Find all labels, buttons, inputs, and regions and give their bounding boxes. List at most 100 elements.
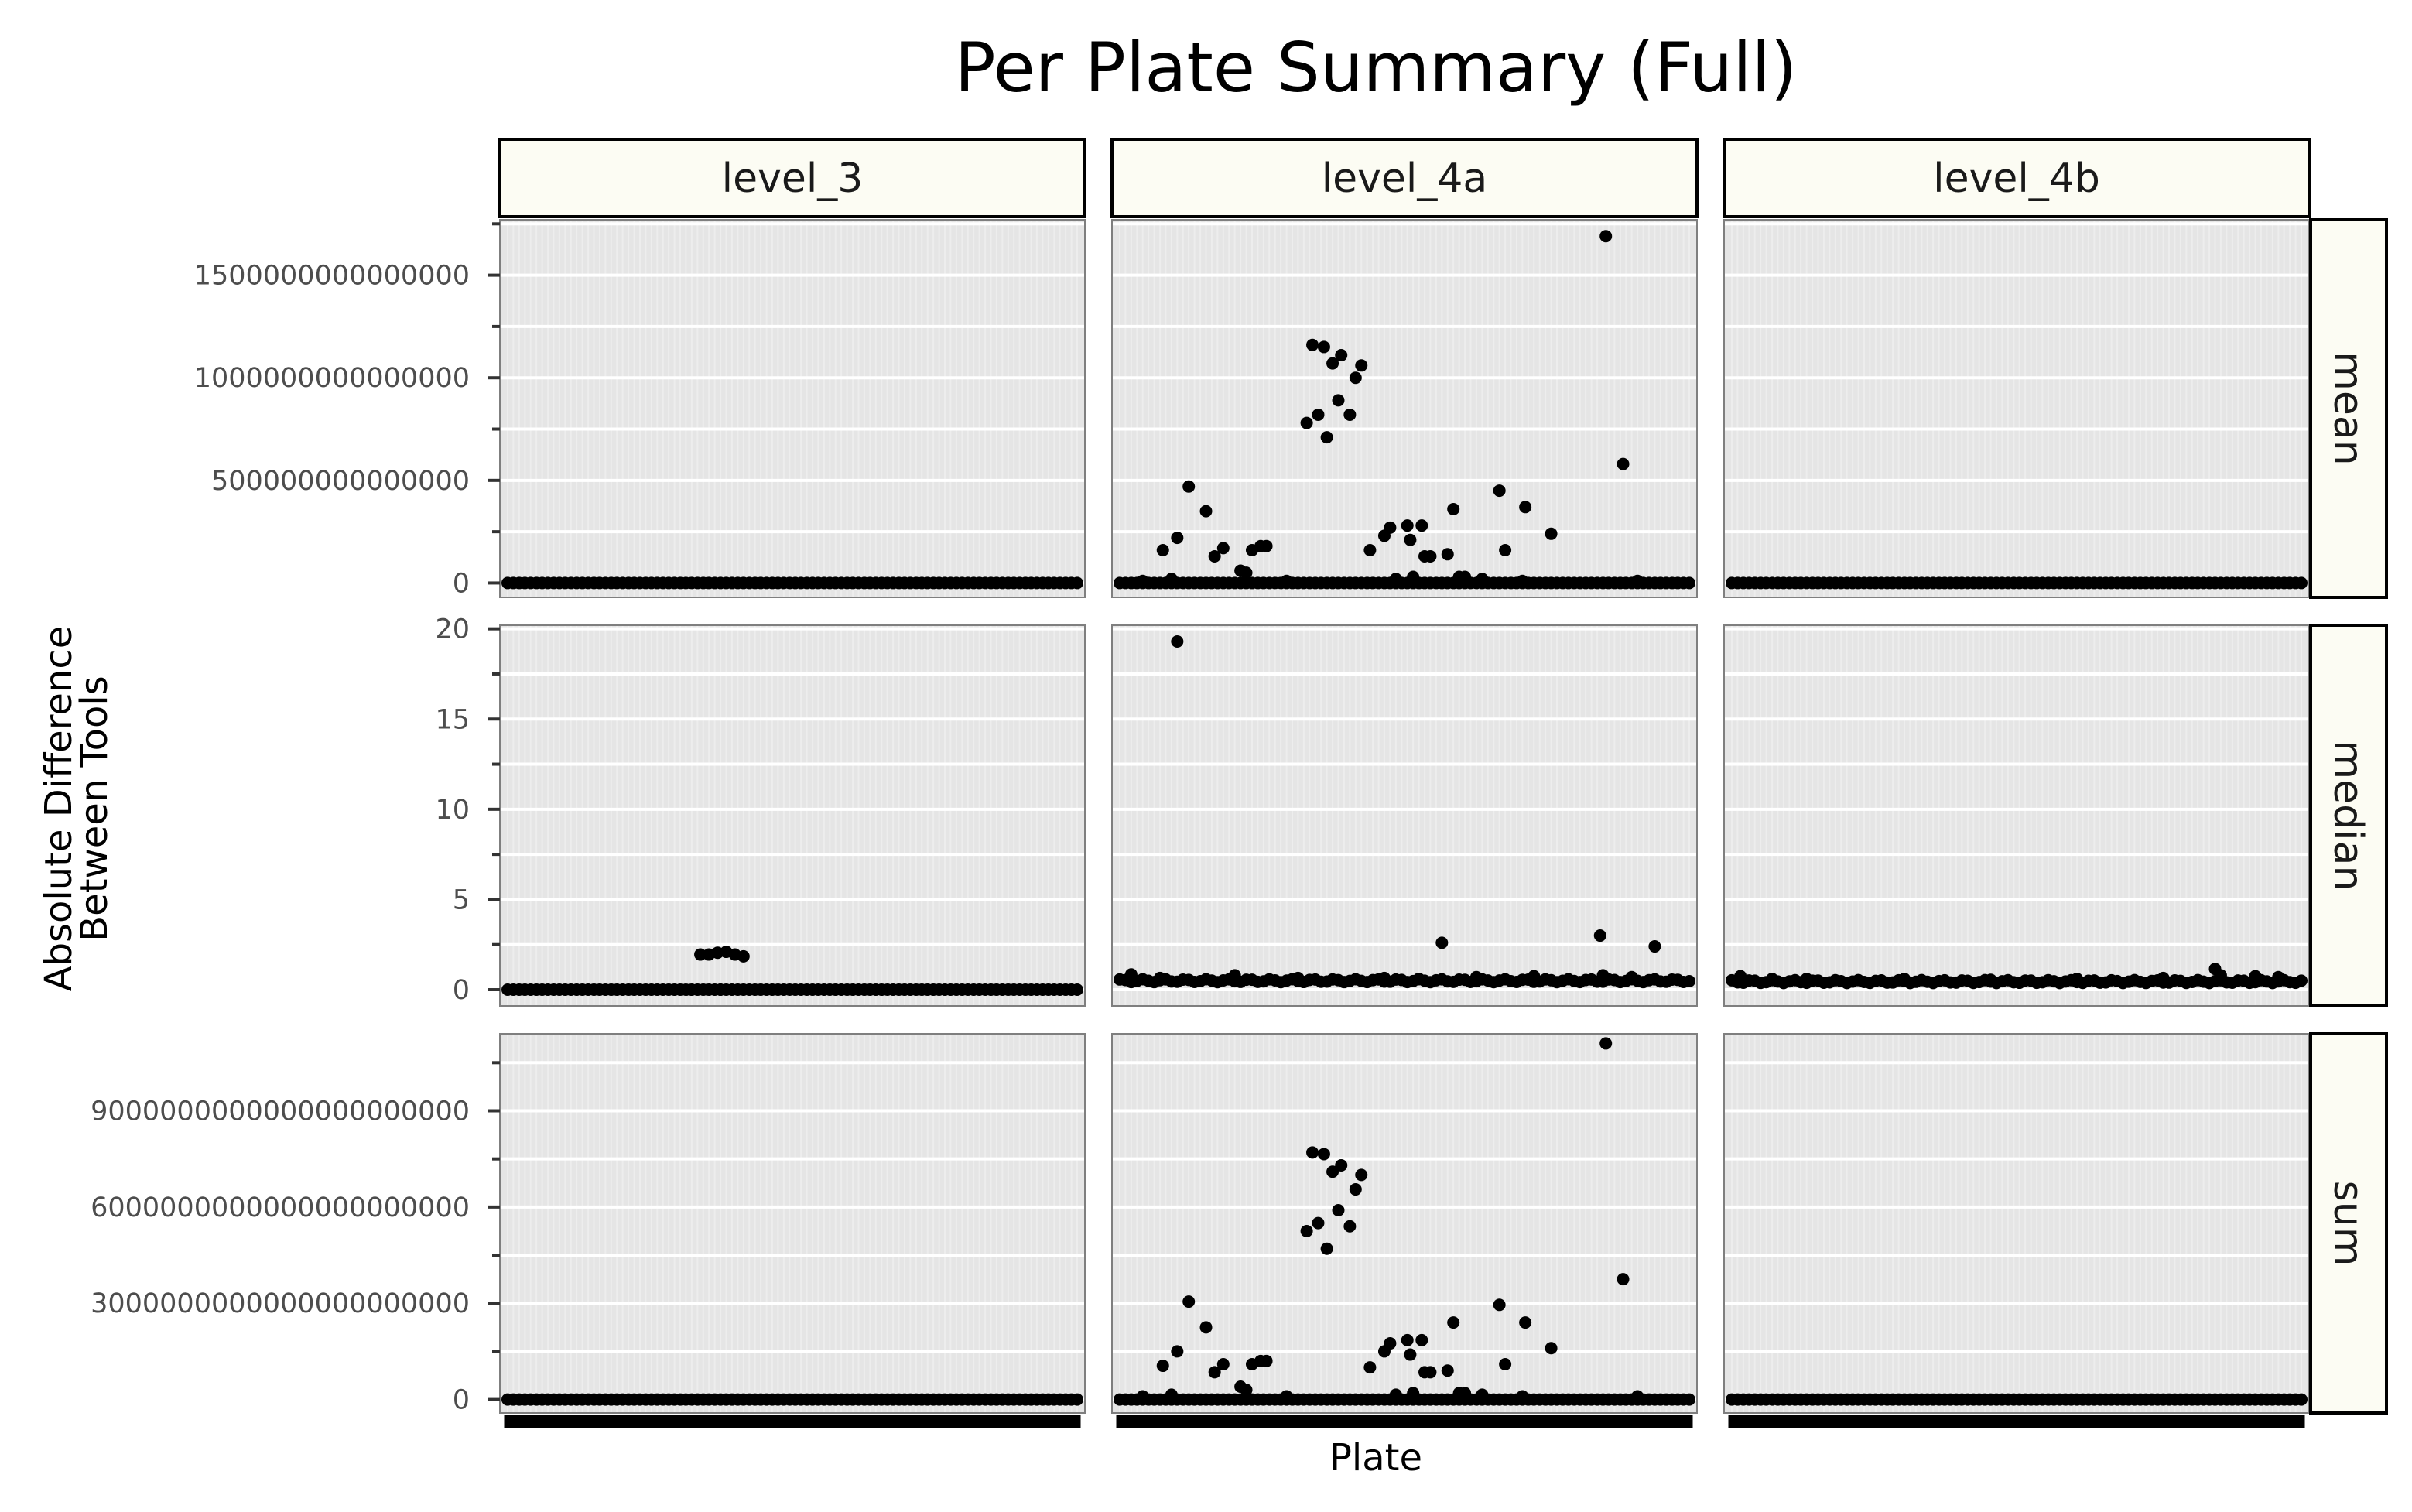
data-point xyxy=(1519,501,1532,514)
panel-background xyxy=(1723,624,2310,1007)
data-point xyxy=(1317,1148,1330,1161)
y-tick-label: 5 xyxy=(453,884,470,915)
data-point xyxy=(1280,1390,1293,1403)
data-point xyxy=(1734,970,1747,983)
panel-level_3-mean xyxy=(499,219,1086,598)
data-point xyxy=(1216,542,1230,555)
data-point xyxy=(2295,576,2308,590)
data-point xyxy=(1280,574,1293,587)
data-point xyxy=(714,983,727,997)
row-strip-median xyxy=(2309,624,2388,1007)
panel-background xyxy=(1111,624,1698,1007)
data-point xyxy=(1154,971,1167,984)
data-point xyxy=(1516,1390,1529,1403)
data-point xyxy=(1240,566,1253,580)
column-strip-level_3 xyxy=(498,138,1086,218)
chart-title: Per Plate Summary (Full) xyxy=(955,28,1798,108)
data-point xyxy=(1165,1388,1178,1401)
data-point xyxy=(1407,570,1420,583)
facet-panels xyxy=(499,219,2310,1414)
data-point xyxy=(1407,1387,1420,1400)
data-point xyxy=(1683,1393,1695,1406)
data-point xyxy=(1984,973,1997,987)
data-point xyxy=(1617,1273,1630,1286)
data-point xyxy=(1171,1345,1184,1358)
data-point xyxy=(1401,519,1414,532)
data-point xyxy=(1599,230,1613,243)
panel-background xyxy=(1723,219,2310,598)
data-point xyxy=(1404,1348,1417,1361)
data-point xyxy=(1766,973,1779,986)
column-strip-level_4a xyxy=(1110,138,1699,218)
data-point xyxy=(2295,974,2308,987)
row-strip-label: median xyxy=(2325,741,2371,891)
data-point xyxy=(1459,570,1472,583)
data-point xyxy=(1389,1388,1402,1401)
data-point xyxy=(1208,1366,1221,1379)
data-point xyxy=(1326,1165,1339,1178)
data-point xyxy=(1320,431,1333,444)
data-point xyxy=(1260,1354,1273,1367)
y-tick-label: 15 xyxy=(435,704,470,735)
panel-background xyxy=(1111,1033,1698,1414)
y-tick-label: 10 xyxy=(435,795,470,826)
data-point xyxy=(1683,576,1695,590)
data-point xyxy=(1312,1216,1325,1230)
data-point xyxy=(2295,1393,2308,1406)
data-point xyxy=(1499,1357,1512,1370)
data-point xyxy=(1165,573,1178,586)
data-point xyxy=(1596,969,1610,982)
data-points xyxy=(1726,1393,2308,1406)
column-strip-level_4b xyxy=(1723,138,2311,218)
panel-background xyxy=(499,219,1086,598)
data-points xyxy=(501,576,1083,590)
data-points xyxy=(1726,963,2308,990)
data-points xyxy=(1114,635,1695,989)
data-point xyxy=(2071,973,2084,986)
row-strip-sum xyxy=(2309,1032,2388,1415)
y-tick-label: 9000000000000000000000 xyxy=(91,1096,470,1127)
panel-background xyxy=(1723,1033,2310,1414)
data-points xyxy=(1726,576,2308,590)
data-point xyxy=(1401,1333,1414,1346)
data-point xyxy=(1335,1158,1348,1172)
panel-level_4b-sum xyxy=(1723,1033,2310,1414)
data-points xyxy=(501,946,1083,997)
y-tick-label: 6000000000000000000000 xyxy=(91,1192,470,1223)
data-point xyxy=(1136,1390,1149,1403)
data-point xyxy=(1447,502,1460,515)
data-point xyxy=(1648,940,1661,953)
y-tick-label: 3000000000000000000000 xyxy=(91,1288,470,1319)
data-point xyxy=(1377,971,1391,984)
data-point xyxy=(1898,973,1911,986)
y-tick-label: 0 xyxy=(453,975,470,1006)
data-point xyxy=(1156,544,1169,556)
data-point xyxy=(1625,970,1638,983)
column-strip-label: level_4a xyxy=(1322,156,1488,202)
panel-level_4a-sum xyxy=(1111,1033,1698,1414)
data-point xyxy=(1545,1342,1558,1355)
data-point xyxy=(1469,970,1483,983)
data-point xyxy=(1292,971,1305,984)
data-points xyxy=(1114,1037,1695,1406)
data-point xyxy=(1343,1220,1357,1233)
panel-level_3-sum xyxy=(499,1033,1086,1414)
data-point xyxy=(1240,1384,1253,1397)
data-point xyxy=(1599,1037,1613,1050)
data-point xyxy=(1306,338,1319,351)
data-point xyxy=(2272,970,2285,983)
data-point xyxy=(1617,457,1630,470)
data-point xyxy=(1124,968,1138,981)
data-point xyxy=(1519,1316,1532,1329)
panel-background xyxy=(1111,219,1698,598)
panel-level_3-median xyxy=(499,624,1086,1007)
row-strip-label: mean xyxy=(2325,351,2371,465)
data-points xyxy=(501,1393,1083,1406)
y-tick-label: 0 xyxy=(453,568,470,599)
data-point xyxy=(694,948,707,961)
data-point xyxy=(1182,480,1196,493)
data-point xyxy=(1320,1242,1333,1255)
data-point xyxy=(1182,1295,1196,1308)
